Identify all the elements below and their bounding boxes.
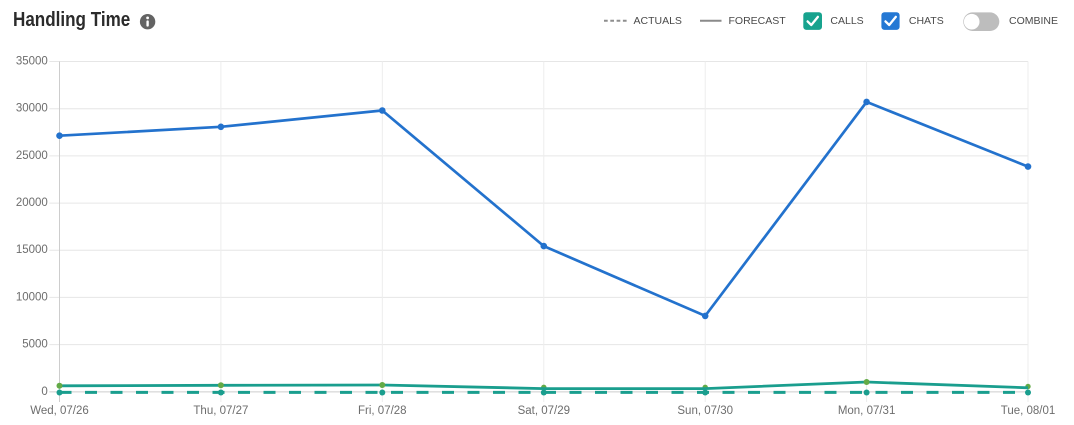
svg-text:30000: 30000: [16, 103, 48, 115]
svg-text:35000: 35000: [16, 56, 48, 68]
svg-text:15000: 15000: [16, 244, 48, 256]
svg-text:Thu, 07/27: Thu, 07/27: [193, 405, 248, 417]
svg-text:Wed, 07/26: Wed, 07/26: [30, 405, 89, 417]
svg-text:20000: 20000: [16, 197, 48, 209]
svg-text:5000: 5000: [22, 339, 48, 351]
svg-text:10000: 10000: [16, 291, 48, 303]
svg-text:Sat, 07/29: Sat, 07/29: [518, 405, 570, 417]
svg-text:25000: 25000: [16, 150, 48, 162]
svg-text:0: 0: [41, 386, 47, 398]
svg-text:Mon, 07/31: Mon, 07/31: [838, 405, 896, 417]
svg-text:Fri, 07/28: Fri, 07/28: [358, 405, 407, 417]
svg-text:Tue, 08/01: Tue, 08/01: [1001, 405, 1056, 417]
svg-text:Sun, 07/30: Sun, 07/30: [677, 405, 733, 417]
